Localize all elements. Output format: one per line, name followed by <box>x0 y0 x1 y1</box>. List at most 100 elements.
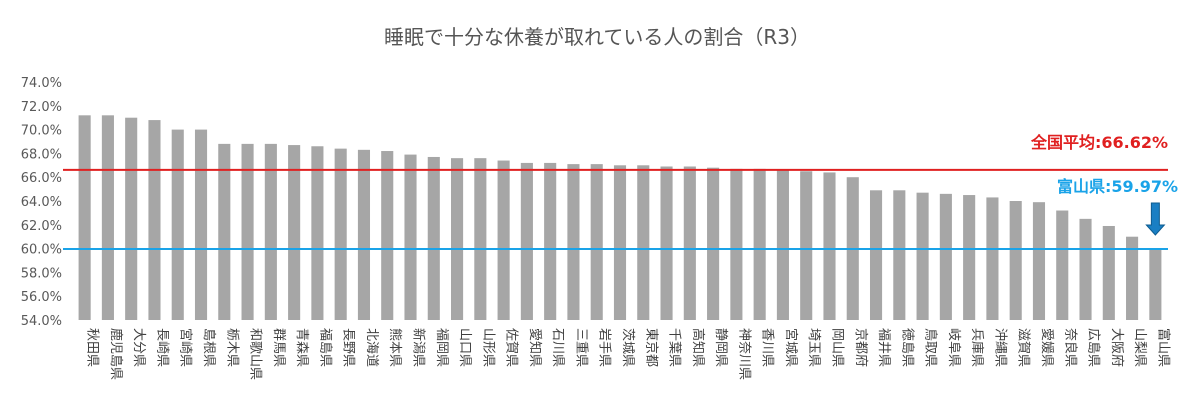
y-axis: 54.0% 56.0% 58.0% 60.0% 62.0% 64.0% 66.0% 68.0%… <box>21 76 62 329</box>
bar <box>1126 236 1139 320</box>
bar <box>613 165 627 320</box>
bar <box>683 166 696 320</box>
y-tick-label: 54.0% <box>21 314 62 329</box>
y-tick-label: 74.0% <box>21 76 62 91</box>
x-tick-label: 熊本県 <box>387 328 403 367</box>
y-tick-label: 64.0% <box>21 195 62 210</box>
x-tick-label: 山梨県 <box>1132 328 1147 367</box>
bar <box>171 129 184 320</box>
bar <box>357 149 371 320</box>
bar <box>520 162 533 320</box>
x-tick-label: 佐賀県 <box>504 328 519 367</box>
reference-lines: 全国平均:66.62% 富山県:59.97% <box>63 133 1178 250</box>
y-tick-label: 56.0% <box>21 290 62 305</box>
x-tick-label: 北海道 <box>364 328 379 367</box>
bar <box>474 158 487 320</box>
x-axis: 秋田県鹿児島県大分県長崎県宮崎県島根県栃木県和歌山県群馬県青森県福島県長野県北海… <box>85 328 1172 380</box>
y-tick-label: 72.0% <box>21 100 62 115</box>
bar <box>800 171 813 320</box>
toyama-label: 富山県:59.97% <box>1057 177 1178 196</box>
bar <box>963 195 976 320</box>
bar <box>986 197 999 320</box>
chart-title: 睡眠で十分な休養が取れている人の割合（R3） <box>384 25 810 49</box>
bar <box>730 168 743 320</box>
x-tick-label: 愛知県 <box>527 328 543 367</box>
bar <box>1079 218 1092 320</box>
bar <box>776 170 789 320</box>
x-tick-label: 静岡県 <box>713 328 728 367</box>
x-tick-label: 大分県 <box>131 328 146 367</box>
x-tick-label: 埼玉県 <box>806 328 821 367</box>
y-tick-label: 70.0% <box>21 124 62 139</box>
y-tick-label: 68.0% <box>21 147 62 162</box>
bar <box>1102 225 1115 320</box>
x-tick-label: 神奈川県 <box>736 328 751 380</box>
x-tick-label: 鳥取県 <box>923 328 938 367</box>
x-tick-label: 鹿児島県 <box>108 328 124 380</box>
bar <box>753 168 766 320</box>
bar <box>218 143 231 320</box>
bar <box>1032 202 1046 320</box>
bar <box>194 129 208 320</box>
x-tick-label: 岐阜県 <box>946 328 962 367</box>
x-tick-label: 秋田県 <box>85 328 100 367</box>
x-tick-label: 青森県 <box>294 328 309 367</box>
bar <box>1149 248 1162 320</box>
x-tick-label: 石川県 <box>550 328 565 367</box>
bar <box>334 148 347 320</box>
x-tick-label: 滋賀県 <box>1016 328 1031 367</box>
x-tick-label: 三重県 <box>573 328 589 367</box>
x-tick-label: 新潟県 <box>411 328 427 367</box>
bar <box>1009 201 1022 320</box>
x-tick-label: 長野県 <box>341 328 356 367</box>
x-tick-label: 徳島県 <box>899 328 914 367</box>
bar <box>893 190 906 320</box>
x-tick-label: 兵庫県 <box>969 328 984 367</box>
x-tick-label: 沖縄県 <box>992 328 1007 367</box>
x-tick-label: 宮城県 <box>783 328 799 367</box>
x-tick-label: 宮崎県 <box>178 328 194 367</box>
bar <box>101 115 114 320</box>
bar <box>78 115 91 320</box>
bar <box>1056 210 1069 320</box>
bar <box>451 158 464 320</box>
x-tick-label: 京都府 <box>853 328 868 367</box>
bar <box>148 120 161 320</box>
bar <box>637 165 650 320</box>
bar <box>311 146 324 320</box>
x-tick-label: 栃木県 <box>224 328 239 367</box>
x-tick-label: 岩手県 <box>597 328 612 367</box>
down-arrow-icon <box>1145 202 1166 236</box>
bar <box>288 145 301 320</box>
x-tick-label: 大阪府 <box>1109 328 1124 367</box>
x-tick-label: 茨城県 <box>620 328 635 367</box>
bar <box>660 166 673 320</box>
x-tick-label: 山口県 <box>457 328 472 367</box>
x-tick-label: 広島県 <box>1086 328 1101 367</box>
x-tick-label: 和歌山県 <box>248 328 263 380</box>
x-tick-label: 千葉県 <box>667 328 682 367</box>
x-tick-label: 高知県 <box>690 328 706 367</box>
national-average-label: 全国平均:66.62% <box>1030 133 1168 152</box>
bar <box>939 193 952 320</box>
x-tick-label: 島根県 <box>201 328 216 367</box>
bar <box>264 143 277 320</box>
bar <box>567 164 580 320</box>
bar <box>497 160 510 320</box>
bar <box>125 117 138 320</box>
y-tick-label: 58.0% <box>21 266 62 281</box>
x-tick-label: 福岡県 <box>434 328 449 367</box>
bar <box>590 164 603 320</box>
bar <box>404 154 417 320</box>
x-tick-label: 福井県 <box>876 328 891 367</box>
bar <box>916 192 929 320</box>
x-tick-label: 山形県 <box>480 328 495 367</box>
y-tick-label: 62.0% <box>21 219 62 234</box>
y-tick-label: 60.0% <box>21 243 62 258</box>
y-tick-label: 66.0% <box>21 171 62 186</box>
bar <box>241 143 254 320</box>
x-tick-label: 群馬県 <box>271 328 286 367</box>
bar <box>381 151 394 320</box>
bars <box>78 115 1162 320</box>
